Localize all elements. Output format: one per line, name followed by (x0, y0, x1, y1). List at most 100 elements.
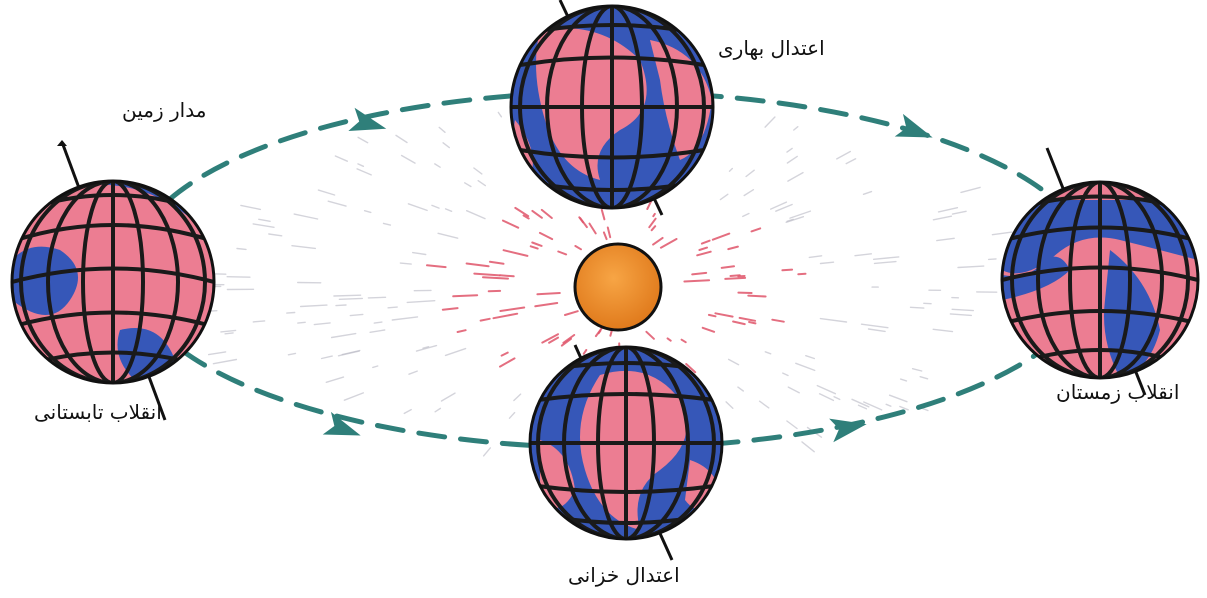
sun-ray (609, 329, 613, 337)
sun-rays (192, 101, 1053, 468)
sun-ray (725, 401, 734, 409)
sun-ray (863, 401, 883, 411)
sun-ray (899, 378, 908, 382)
sun-ray (801, 441, 815, 453)
sun-ray (412, 251, 427, 256)
orbit-arrow-icon (348, 107, 387, 131)
sun-ray (680, 338, 687, 344)
sun-ray (372, 365, 379, 369)
sun-ray (440, 392, 456, 402)
sun-ray (719, 193, 729, 201)
sun-ray (789, 210, 812, 219)
sun (573, 242, 663, 332)
sun-ray (724, 276, 747, 280)
sun-ray (588, 222, 597, 235)
sun-ray (252, 320, 266, 323)
sun-ray (479, 317, 491, 322)
sun-ray (696, 250, 712, 257)
sun-ray (775, 203, 793, 212)
sun-ray (473, 167, 483, 175)
sun-ray (441, 307, 459, 311)
sun-ray (369, 329, 386, 333)
winter-solstice-label: انقلاب زمستان (1056, 380, 1180, 404)
sun-ray (492, 312, 519, 320)
sun-ray (742, 212, 750, 218)
sun-ray (727, 245, 739, 251)
sun-ray (787, 386, 800, 394)
sun-ray (403, 408, 412, 415)
sun-ray (258, 218, 271, 223)
sun-ray (508, 411, 516, 419)
sun-ray (700, 239, 711, 245)
sun-ray (582, 349, 588, 355)
sun-ray (873, 260, 897, 265)
sun-ray (805, 355, 815, 360)
sun-ray (750, 227, 762, 233)
sun-ray (845, 158, 857, 165)
sun-ray (819, 261, 835, 265)
sun-ray (387, 306, 398, 309)
sun-ray (399, 262, 412, 265)
sun-ray (357, 163, 365, 168)
sun-ray (400, 154, 416, 164)
sun-ray (594, 327, 603, 338)
sun-ray (531, 241, 543, 247)
sun-ray (327, 200, 347, 207)
sun-ray (406, 300, 436, 304)
sun-ray (452, 294, 479, 298)
sun-ray (408, 370, 418, 375)
autumn-equinox-label: اعتدال خزانی (568, 563, 680, 587)
sun-ray (666, 337, 672, 342)
sun-ray (867, 328, 886, 333)
sun-ray (659, 238, 678, 249)
sun-ray (683, 279, 711, 283)
sun-ray (701, 326, 716, 333)
sun-ray (529, 245, 539, 250)
sun-ray (287, 352, 297, 356)
sun-ray (367, 296, 387, 299)
sun-ray (482, 276, 509, 280)
sun-ray (325, 376, 345, 383)
sun-ray (548, 336, 559, 344)
sun-ray (951, 210, 967, 215)
sun-ray (334, 155, 348, 162)
sun-ray (951, 308, 974, 312)
sun-ray (711, 232, 731, 241)
sun-ray (514, 206, 530, 218)
sun-ray (932, 328, 954, 333)
sun-ray (317, 189, 336, 196)
sun-ray (497, 111, 503, 118)
sun-ray (909, 306, 925, 309)
earth-globe-winter-solstice (1000, 147, 1200, 396)
sun-ray (482, 447, 491, 457)
sun-ray (787, 171, 804, 182)
sun-ray (363, 209, 372, 214)
earth-globe-spring-equinox (509, 0, 715, 216)
sun-ray (771, 318, 785, 323)
sun-ray (808, 255, 823, 259)
sun-ray (648, 217, 657, 229)
sun-ray (854, 253, 872, 257)
sun-ray (743, 188, 755, 197)
sun-ray (932, 215, 953, 221)
sun-ray (911, 368, 923, 372)
sun-ray (936, 237, 955, 242)
sun-ray (536, 292, 561, 296)
sun-ray (236, 247, 247, 251)
orbit-label: مدار زمین (122, 98, 207, 122)
sun-ray (795, 362, 816, 372)
sun-ray (786, 420, 798, 430)
sun-ray (395, 134, 408, 144)
orbit-arrow-icon (322, 411, 361, 436)
sun-ray (645, 330, 655, 340)
sun-ray (477, 179, 486, 187)
sun-ray (851, 398, 870, 408)
sun-ray (562, 334, 576, 344)
sun-ray (212, 358, 238, 365)
sun-ray (220, 329, 237, 333)
sun-ray (560, 337, 572, 347)
sun-ray (991, 231, 1013, 236)
sun-ray (786, 147, 793, 153)
sun-ray (473, 272, 501, 277)
